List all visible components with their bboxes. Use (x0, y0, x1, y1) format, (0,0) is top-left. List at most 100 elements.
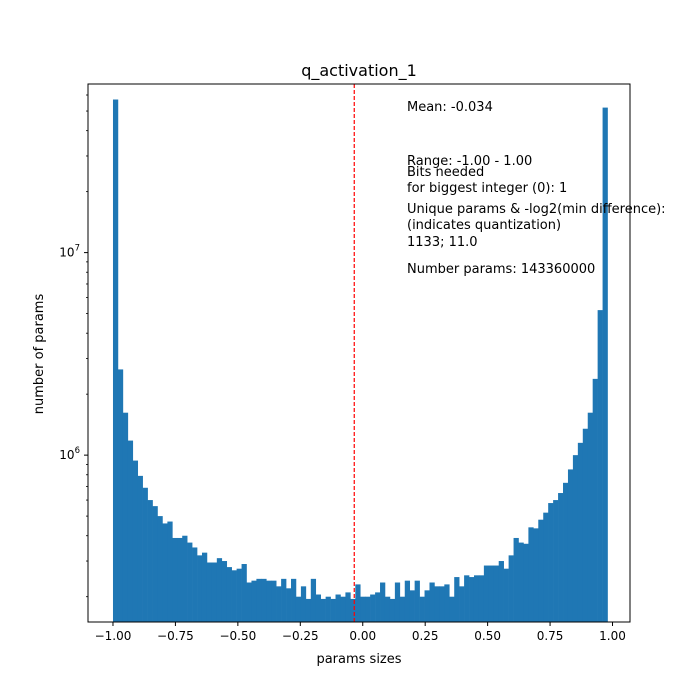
histogram-bar (404, 580, 411, 622)
histogram-bar (488, 565, 495, 622)
histogram-bar (478, 575, 485, 622)
histogram-bar (147, 500, 153, 622)
x-axis-ticks: −1.00 −0.75 −0.50 −0.25 0.00 0.25 0.50 0.75 1.00 (95, 622, 626, 643)
histogram-bar (132, 460, 139, 622)
histogram-bar (117, 369, 124, 622)
histogram-bar (384, 596, 391, 622)
histogram-bar (345, 592, 351, 622)
histogram-bar (548, 503, 554, 622)
annotation-text: Bits needed (407, 165, 484, 180)
histogram-bar (325, 596, 331, 622)
histogram-bar (261, 578, 267, 622)
histogram-bar (241, 564, 247, 622)
histogram-bar (572, 455, 579, 622)
histogram-bar (365, 596, 371, 622)
histogram-bar (419, 596, 425, 622)
annotation-text: for biggest integer (0): 1 (407, 181, 567, 196)
x-tick-label: 0.75 (537, 629, 564, 643)
histogram-bar (286, 588, 292, 622)
histogram-bar (577, 442, 584, 622)
x-tick-label: −0.25 (282, 629, 319, 643)
histogram-bar (380, 582, 386, 622)
histogram-bar (469, 577, 475, 622)
annotation-text: (indicates quantization) (407, 218, 561, 233)
histogram-bar (137, 475, 143, 622)
x-tick-label: −0.75 (157, 629, 194, 643)
histogram-bar (424, 590, 430, 622)
histogram-bar (523, 543, 529, 622)
histogram-bar (340, 596, 346, 622)
histogram-bar (310, 578, 317, 622)
histogram-bar (221, 561, 228, 622)
histogram-bar (305, 598, 312, 622)
histogram-bar (167, 521, 173, 622)
histogram-bar (444, 584, 450, 622)
histogram-bar (355, 584, 361, 622)
histogram-bar (394, 582, 401, 622)
histogram-bar (498, 561, 504, 622)
annotation-text: Unique params & -log2(min difference): (407, 202, 666, 217)
annotation-text: 1133; 11.0 (407, 235, 478, 250)
y-tick-label: 106 (59, 446, 80, 462)
histogram-bar (567, 469, 574, 622)
histogram-bar (434, 586, 440, 622)
histogram-bar (360, 596, 366, 622)
histogram-bar (172, 537, 178, 622)
histogram-bar (142, 487, 148, 622)
histogram-bar (335, 594, 341, 622)
bars-group (112, 99, 608, 623)
histogram-bar (459, 586, 465, 622)
histogram-bar (464, 575, 470, 622)
histogram-bar (528, 527, 534, 622)
histogram-bar (558, 493, 564, 622)
histogram-bar (399, 596, 406, 622)
histogram-bar (211, 562, 218, 622)
histogram-bar (271, 580, 277, 622)
y-tick-label: 107 (59, 244, 80, 260)
histogram-bar (112, 99, 119, 622)
histogram-bar (295, 596, 302, 622)
histogram-bar (370, 594, 376, 622)
histogram-bar (597, 310, 603, 622)
histogram-bar (389, 598, 396, 622)
histogram-bar (602, 107, 608, 623)
histogram-bar (300, 586, 307, 622)
histogram-bar (449, 596, 455, 622)
histogram-bar (291, 578, 297, 622)
histogram-bar (192, 547, 198, 622)
histogram-bar (350, 598, 356, 622)
x-tick-label: 0.50 (474, 629, 501, 643)
histogram-bar (187, 542, 193, 622)
histogram-bar (256, 578, 262, 622)
histogram-bar (197, 555, 203, 622)
histogram-bar (231, 570, 237, 622)
histogram-bar (315, 594, 321, 622)
histogram-bar (330, 598, 336, 622)
histogram-bar (216, 558, 223, 622)
histogram-bar (553, 500, 559, 622)
histogram-bar (429, 582, 435, 622)
histogram-bar (454, 577, 460, 622)
histogram-bar (414, 580, 420, 622)
histogram-bar (127, 440, 134, 622)
histogram-bar (157, 516, 163, 622)
histogram-bar (518, 542, 524, 622)
y-axis-ticks: 106 107 (59, 94, 88, 598)
histogram-bar (236, 568, 242, 622)
annotation-text: Mean: -0.034 (407, 100, 493, 115)
histogram-bar (483, 565, 490, 622)
histogram-bar (563, 482, 569, 622)
histogram-bar (320, 598, 326, 622)
histogram-bar (206, 562, 213, 622)
histogram-bar (582, 428, 589, 622)
histogram-bar (439, 586, 445, 622)
histogram-bar (503, 568, 509, 622)
histogram-bar (201, 552, 208, 622)
histogram-bar (226, 567, 232, 622)
histogram-bar (533, 528, 539, 622)
histogram-bar (538, 519, 544, 622)
histogram-bar (276, 586, 282, 622)
x-tick-label: 0.00 (349, 629, 376, 643)
histogram-bar (375, 592, 381, 622)
